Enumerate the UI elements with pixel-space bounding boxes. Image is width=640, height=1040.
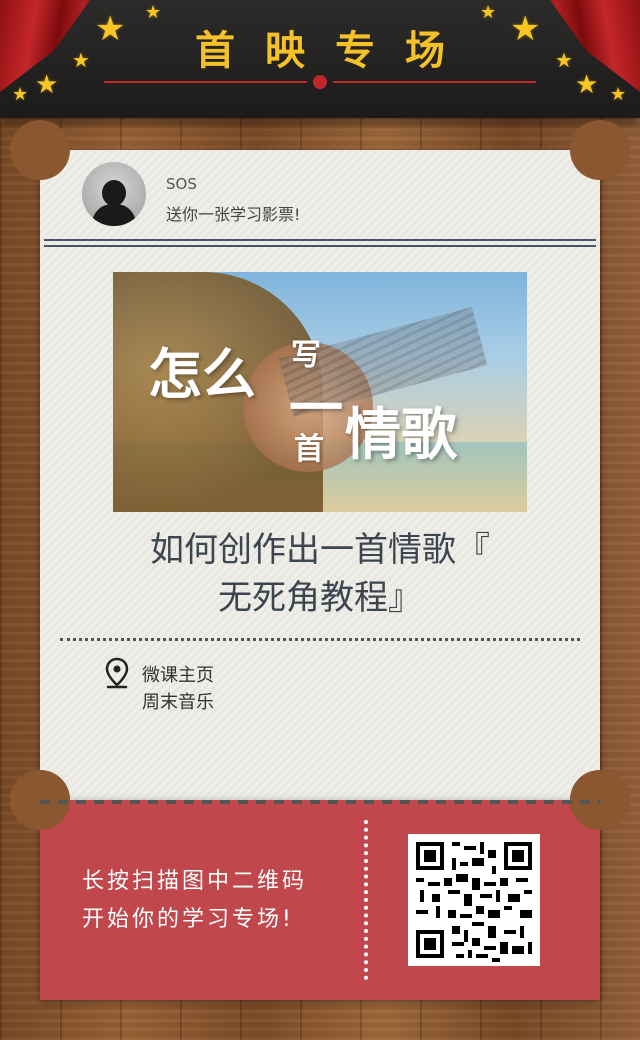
header-bar: ★ ★ ★ ★ ★ ★ ★ ★ ★ ★ 首映专场: [0, 0, 640, 118]
course-title: 如何创作出一首情歌『 无死角教程』: [150, 530, 490, 618]
course-banner-image[interactable]: 怎么 写 一 首 情歌: [113, 272, 527, 512]
star-icon: ★: [72, 48, 90, 72]
title-divider-dot: [313, 75, 327, 89]
banner-text: 写: [291, 338, 321, 373]
banner-text: 怎么: [148, 343, 256, 406]
ticket-card: SOS 送你一张学习影票! 怎么 写 一 首 情歌 如何创作出一首情歌『 无死角…: [10, 120, 630, 830]
dotted-divider: [60, 638, 580, 641]
title-divider-left: [104, 81, 307, 83]
ticket-stub: 长按扫描图中二维码 开始你的学习专场!: [10, 770, 630, 1000]
page-title: 首映专场: [195, 28, 475, 74]
qr-code-icon[interactable]: [408, 834, 540, 966]
title-divider-right: [333, 81, 536, 83]
location-pin-icon: [105, 657, 129, 689]
divider: [44, 239, 596, 241]
homepage-name[interactable]: 周末音乐: [142, 692, 214, 713]
star-icon: ★: [575, 70, 599, 100]
star-icon: ★: [480, 2, 497, 23]
avatar[interactable]: [82, 162, 146, 226]
user-message: 送你一张学习影票!: [166, 205, 301, 224]
star-icon: ★: [610, 84, 627, 105]
star-icon: ★: [12, 84, 29, 105]
star-icon: ★: [35, 70, 59, 100]
stub-divider: [364, 820, 368, 980]
user-name: SOS: [166, 175, 197, 193]
ticket-notch: [570, 120, 630, 180]
scan-instructions: 长按扫描图中二维码 开始你的学习专场!: [82, 869, 308, 932]
star-icon: ★: [555, 48, 573, 72]
star-icon: ★: [510, 9, 541, 49]
stub-perforation: [40, 800, 600, 804]
banner-text: 一: [289, 377, 343, 440]
homepage-label[interactable]: 微课主页: [142, 665, 214, 686]
star-icon: ★: [95, 9, 126, 49]
banner-text: 首: [294, 432, 324, 467]
star-icon: ★: [145, 2, 162, 23]
banner-text: 情歌: [345, 403, 457, 468]
ticket-notch: [10, 120, 70, 180]
divider: [44, 245, 596, 247]
